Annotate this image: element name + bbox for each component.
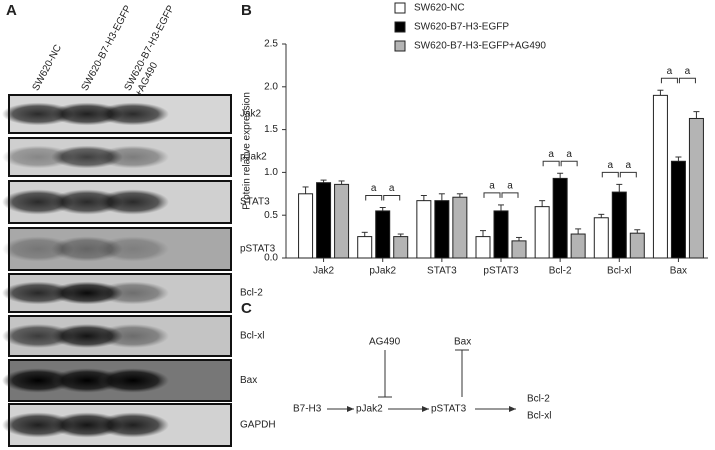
protein-label: pSTAT3 bbox=[240, 244, 276, 255]
band bbox=[97, 324, 169, 348]
significance-bracket bbox=[660, 77, 678, 84]
significance-bracket bbox=[560, 160, 578, 167]
significance-label: a bbox=[667, 66, 673, 77]
band bbox=[97, 236, 169, 262]
significance-label: a bbox=[507, 181, 513, 192]
western-blot: Jak2 pJak2 STAT3 pSTAT3 Bcl-2 Bcl-xl Bax GAPDH S… bbox=[2, 3, 276, 447]
bar bbox=[593, 217, 609, 259]
band bbox=[97, 281, 169, 305]
lane-label-line: SW620-NC bbox=[30, 43, 63, 93]
bar bbox=[629, 232, 645, 259]
bar bbox=[416, 200, 432, 259]
node: AG490 bbox=[369, 337, 401, 348]
bar bbox=[611, 191, 627, 259]
protein-label: pJak2 bbox=[240, 152, 267, 163]
bar bbox=[334, 183, 350, 259]
significance-label: a bbox=[566, 149, 572, 160]
bar-chart: 0.0 0.5 1.0 1.5 2.0 2.5 Protein relative expre… bbox=[242, 2, 708, 277]
x-tick-label: Bcl-2 bbox=[549, 266, 572, 277]
band bbox=[97, 145, 169, 169]
protein-label: Bcl-xl bbox=[240, 331, 264, 342]
legend-swatch bbox=[394, 2, 406, 14]
bar bbox=[688, 117, 704, 259]
legend-label: SW620-B7-H3-EGFP bbox=[414, 22, 509, 33]
bar bbox=[570, 233, 586, 259]
x-tick-label: Jak2 bbox=[313, 266, 335, 277]
panel-label: C bbox=[241, 300, 252, 317]
node: pJak2 bbox=[356, 404, 383, 415]
panel-label: B bbox=[241, 2, 252, 19]
protein-label: Jak2 bbox=[240, 109, 262, 120]
node: B7-H3 bbox=[293, 404, 322, 415]
significance-label: a bbox=[548, 149, 554, 160]
node: pSTAT3 bbox=[431, 404, 467, 415]
significance-bracket bbox=[619, 171, 637, 178]
bar bbox=[393, 236, 409, 259]
x-tick-label: pSTAT3 bbox=[483, 266, 519, 277]
lane-label: SW620-NC bbox=[30, 43, 63, 93]
node: Bcl-2 bbox=[527, 394, 550, 405]
bar bbox=[552, 177, 568, 259]
y-tick-label: 0.0 bbox=[264, 253, 278, 264]
bar bbox=[452, 196, 468, 259]
band bbox=[97, 189, 169, 215]
significance-label: a bbox=[389, 183, 395, 194]
protein-label: STAT3 bbox=[240, 197, 270, 208]
bar bbox=[375, 210, 391, 259]
protein-label: GAPDH bbox=[240, 420, 276, 431]
significance-label: a bbox=[489, 181, 495, 192]
bar bbox=[670, 160, 686, 259]
node: Bcl-xl bbox=[527, 411, 551, 422]
legend-swatch bbox=[394, 21, 406, 33]
legend-swatch bbox=[394, 40, 406, 52]
significance-bracket bbox=[501, 192, 519, 198]
bar bbox=[434, 200, 450, 259]
bar bbox=[652, 94, 668, 259]
x-tick-label: Bcl-xl bbox=[607, 266, 631, 277]
band bbox=[97, 102, 169, 126]
band bbox=[97, 412, 169, 438]
y-axis-label: Protein relative expression bbox=[242, 92, 253, 210]
y-tick-label: 0.5 bbox=[264, 210, 278, 221]
bar bbox=[511, 240, 527, 259]
bar bbox=[493, 210, 509, 259]
y-tick-label: 1.0 bbox=[264, 167, 278, 178]
protein-label: Bcl-2 bbox=[240, 288, 263, 299]
bar bbox=[316, 182, 332, 259]
bar bbox=[298, 193, 314, 259]
significance-bracket bbox=[383, 194, 401, 201]
significance-bracket bbox=[365, 194, 383, 201]
x-tick-label: STAT3 bbox=[427, 266, 457, 277]
pathway-diagram: B7-H3 pJak2 pSTAT3 Bcl-2 Bcl-xl AG490 Ba… bbox=[293, 337, 551, 422]
legend-label: SW620-B7-H3-EGFP+AG490 bbox=[414, 41, 546, 52]
bar bbox=[534, 206, 550, 259]
bar bbox=[475, 236, 491, 259]
significance-bracket bbox=[601, 171, 619, 178]
protein-label: Bax bbox=[240, 375, 257, 386]
significance-bracket bbox=[542, 160, 560, 167]
band bbox=[97, 368, 169, 393]
significance-label: a bbox=[608, 160, 614, 171]
x-tick-label: pJak2 bbox=[369, 266, 396, 277]
y-tick-label: 1.5 bbox=[264, 124, 278, 135]
significance-label: a bbox=[626, 160, 632, 171]
significance-label: a bbox=[371, 183, 377, 194]
significance-bracket bbox=[678, 77, 696, 84]
bar bbox=[357, 236, 373, 259]
panel-label: A bbox=[6, 2, 17, 19]
x-tick-label: Bax bbox=[670, 266, 687, 277]
lane-label: SW620-B7-H3-EGFP+AG490 bbox=[122, 3, 187, 98]
significance-bracket bbox=[483, 192, 501, 198]
legend-label: SW620-NC bbox=[414, 3, 465, 14]
y-tick-label: 2.0 bbox=[264, 81, 278, 92]
significance-label: a bbox=[685, 66, 691, 77]
y-tick-label: 2.5 bbox=[264, 39, 278, 50]
node: Bax bbox=[454, 337, 471, 348]
